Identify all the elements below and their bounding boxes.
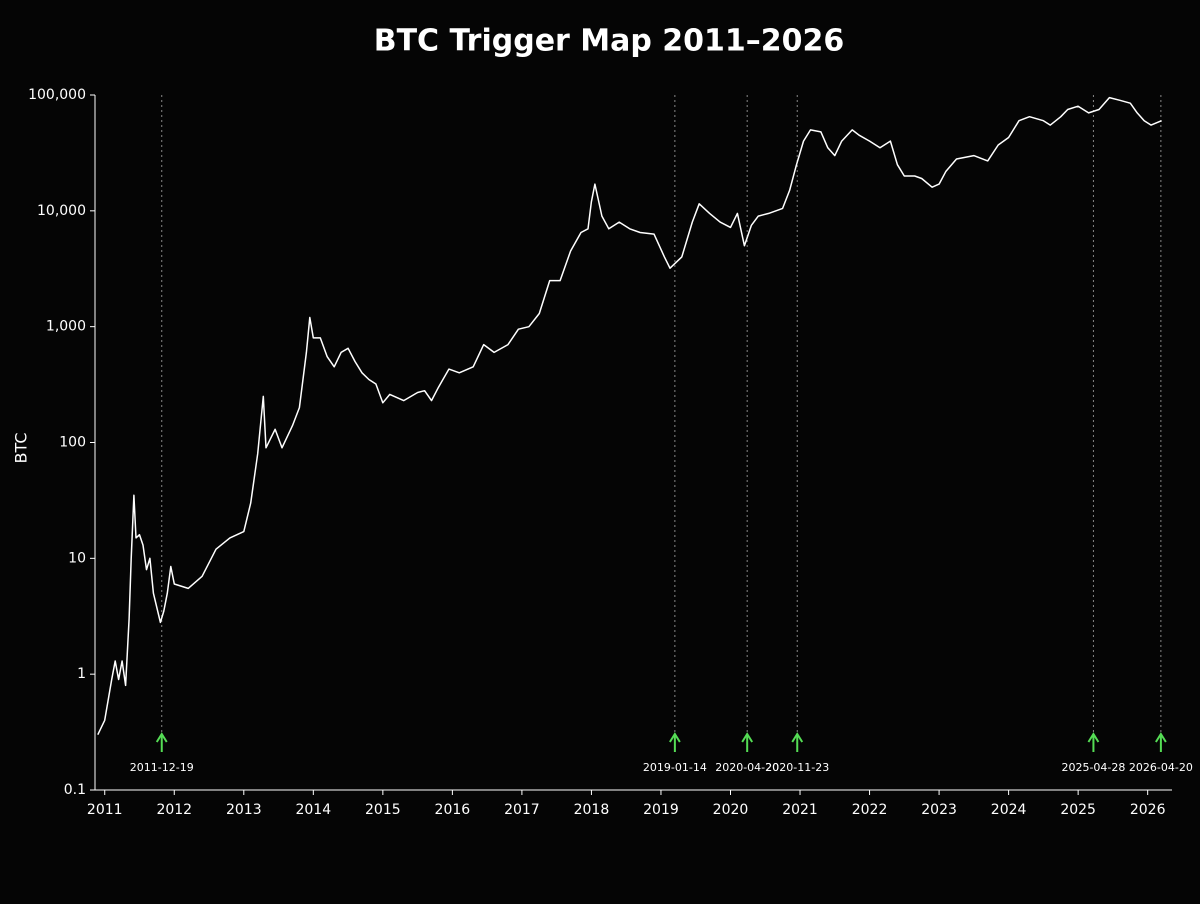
x-tick-label: 2018 <box>574 802 610 818</box>
x-tick-label: 2017 <box>504 802 540 818</box>
trigger-label: 2011-12-19 <box>130 761 194 774</box>
y-tick-label: 1,000 <box>46 319 86 335</box>
chart-title: BTC Trigger Map 2011–2026 <box>374 24 845 59</box>
y-tick-label: 10,000 <box>37 203 86 219</box>
y-tick-label: 0.1 <box>64 782 86 798</box>
trigger-label: 2025-04-28 <box>1061 761 1125 774</box>
y-tick-label: 1 <box>77 666 86 682</box>
x-tick-label: 2025 <box>1060 802 1096 818</box>
x-tick-label: 2024 <box>991 802 1027 818</box>
trigger-label: 2020-11-23 <box>765 761 829 774</box>
y-tick-label: 100,000 <box>28 87 86 103</box>
trigger-label: 2019-01-14 <box>643 761 707 774</box>
trigger-label: 2026-04-20 <box>1129 761 1193 774</box>
x-tick-label: 2026 <box>1130 802 1166 818</box>
trigger-arrow-head <box>791 732 804 743</box>
x-tick-label: 2013 <box>226 802 262 818</box>
x-tick-label: 2022 <box>852 802 888 818</box>
trigger-label: 2020-04-20 <box>715 761 779 774</box>
trigger-arrow-head <box>1155 732 1167 743</box>
x-tick-label: 2011 <box>87 802 123 818</box>
y-tick-label: 100 <box>59 435 86 451</box>
x-tick-label: 2015 <box>365 802 401 818</box>
x-tick-label: 2019 <box>643 802 679 818</box>
x-tick-label: 2014 <box>295 802 331 818</box>
x-tick-label: 2021 <box>782 802 818 818</box>
trigger-arrow-head <box>155 732 168 743</box>
trigger-arrow-head <box>669 732 681 743</box>
y-tick-label: 10 <box>68 550 86 566</box>
y-axis-label: BTC <box>12 433 31 464</box>
x-tick-label: 2023 <box>921 802 957 818</box>
x-tick-label: 2020 <box>713 802 749 818</box>
trigger-arrow-head <box>741 732 754 743</box>
trigger-arrow-head <box>1087 732 1100 743</box>
x-tick-label: 2012 <box>156 802 192 818</box>
x-tick-label: 2016 <box>435 802 471 818</box>
price-line <box>97 96 1162 736</box>
